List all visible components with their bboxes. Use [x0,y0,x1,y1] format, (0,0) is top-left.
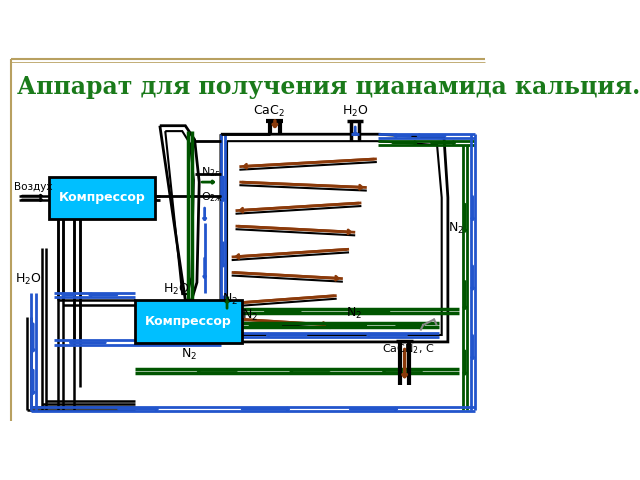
Text: Компрессор: Компрессор [145,315,232,328]
Polygon shape [160,126,199,300]
Text: N$_{2г}$: N$_{2г}$ [201,165,220,179]
Text: CaC$_2$: CaC$_2$ [253,104,285,119]
Text: H$_2$O: H$_2$O [342,104,369,119]
Text: N$_2$: N$_2$ [222,291,239,307]
Text: Аппарат для получения цианамида кальция.: Аппарат для получения цианамида кальция. [17,75,640,99]
Text: H$_2$O: H$_2$O [15,272,41,287]
Polygon shape [221,134,448,342]
Text: CaCN$_2$, C: CaCN$_2$, C [381,342,434,356]
Text: Воздух: Воздух [14,182,52,192]
Text: Компрессор: Компрессор [58,192,145,204]
Text: N$_2$: N$_2$ [346,306,362,321]
Text: N$_2$: N$_2$ [448,221,464,236]
Polygon shape [227,141,442,335]
Text: H$_2$O: H$_2$O [163,281,189,297]
FancyBboxPatch shape [49,177,156,219]
FancyBboxPatch shape [135,300,242,343]
Text: N$_2$: N$_2$ [182,347,198,362]
Text: N$_2$: N$_2$ [242,308,258,323]
Text: O$_{2ж}$: O$_{2ж}$ [201,190,223,204]
